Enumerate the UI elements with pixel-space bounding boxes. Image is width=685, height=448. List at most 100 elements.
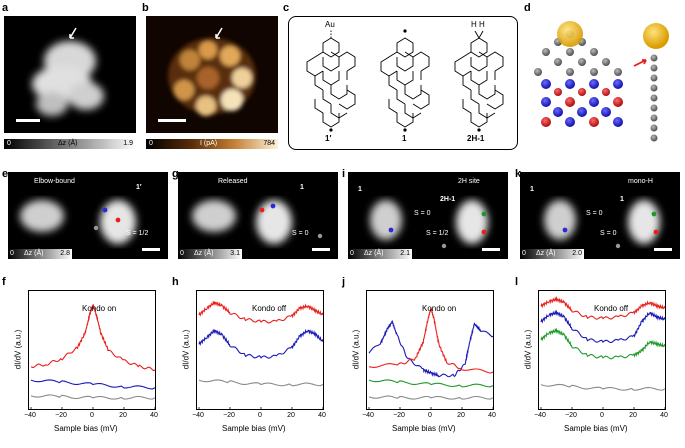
tag-k: mono-H <box>628 178 653 185</box>
colorbar-e: 0 Δz (Å) 2.8 <box>8 249 72 259</box>
spin-right-k: S = 0 <box>600 230 617 237</box>
xtick-label: −20 <box>565 412 577 419</box>
annotation-l: Kondo off <box>594 304 629 313</box>
series-line-blue <box>198 328 323 359</box>
molecule-structures-drawing <box>306 29 504 132</box>
colorbar-b-min: 0 <box>149 140 153 147</box>
stm-blob-a <box>16 27 104 122</box>
xlabel-l: Sample bias (mV) <box>564 424 628 433</box>
xtick-label: −40 <box>192 412 204 419</box>
stm-image-g: Released 1 S = 0 0 Δz (Å) 3.1 <box>178 172 338 259</box>
stm-blob-i <box>370 200 500 251</box>
stm-image-b <box>146 16 278 133</box>
panel-letter-g: g <box>172 168 179 180</box>
mol-left-i: 1 <box>358 186 362 193</box>
mol-e: 1′ <box>136 184 142 191</box>
colorbar-g: 0 Δz (Å) 3.1 <box>178 249 242 259</box>
colorbar-a-label: Δz (Å) <box>58 140 78 147</box>
stm-blob-e <box>20 200 160 251</box>
mol3-top-label: H H <box>471 20 485 29</box>
series-line-red <box>540 296 665 320</box>
colorbar-b-label: I (pA) <box>200 140 218 147</box>
colorbar-i-min: 0 <box>350 250 354 257</box>
panel-letter-c: c <box>283 2 290 14</box>
mol3-label: 2H-1 <box>467 134 485 143</box>
colorbar-k: 0 Δz (Å) 2.0 <box>520 249 584 259</box>
xtick-label: 0 <box>90 412 94 419</box>
colorbar-a: 0 Δz (Å) 1.9 <box>4 139 136 149</box>
spectrum-plot-l <box>538 290 666 410</box>
colorbar-g-min: 0 <box>180 250 184 257</box>
stm-image-e: Elbow-bound 1′ S = 1/2 0 Δz (Å) 2.8 <box>8 172 168 259</box>
panel-letter-h: h <box>172 276 179 288</box>
stm-image-k: 1 mono-H 1 S = 0 S = 0 0 Δz (Å) 2.0 <box>520 172 680 259</box>
colorbar-b-max: 784 <box>263 140 275 147</box>
colorbar-k-max: 2.0 <box>572 250 582 257</box>
series-line-gray <box>198 379 323 387</box>
colorbar-a-min: 0 <box>7 140 11 147</box>
xtick-label: 0 <box>428 412 432 419</box>
colorbar-i-label: Δz (Å) <box>364 250 384 257</box>
xtick-label: −20 <box>55 412 67 419</box>
xtick-label: −40 <box>534 412 546 419</box>
tag-i: 2H site <box>458 178 480 185</box>
colorbar-g-max: 3.1 <box>230 250 240 257</box>
mol2-label: 1 <box>402 134 407 143</box>
xtick-label: 40 <box>488 412 496 419</box>
dft-structure-drawing <box>534 21 669 142</box>
panel-letter-d: d <box>524 2 531 14</box>
series-line-red <box>198 300 323 324</box>
spin-left-k: S = 0 <box>586 210 603 217</box>
xtick-label: 40 <box>660 412 668 419</box>
xtick-label: 20 <box>287 412 295 419</box>
colorbar-e-min: 0 <box>10 250 14 257</box>
colorbar-g-label: Δz (Å) <box>194 250 214 257</box>
colorbar-e-max: 2.8 <box>60 250 70 257</box>
panel-letter-l: l <box>515 276 519 288</box>
mol-k: 1 <box>620 196 624 203</box>
mol-left-k: 1 <box>530 186 534 193</box>
tag-e: Elbow-bound <box>34 178 75 185</box>
xtick-label: −40 <box>24 412 36 419</box>
colorbar-e-label: Δz (Å) <box>24 250 44 257</box>
xtick-label: 40 <box>150 412 158 419</box>
spin-right-i: S = 1/2 <box>426 230 449 237</box>
series-line-green <box>540 327 665 360</box>
panel-letter-b: b <box>142 2 149 14</box>
spin-g: S = 0 <box>292 230 309 237</box>
ylabel-l: dI/dV (a.u.) <box>523 329 533 370</box>
xtick-label: −40 <box>362 412 374 419</box>
molecule-structures-box: Au H H 1′ 1 2H-1 <box>288 16 518 150</box>
xtick-label: 0 <box>600 412 604 419</box>
xlabel-j: Sample bias (mV) <box>392 424 456 433</box>
spin-e: S = 1/2 <box>126 230 149 237</box>
stm-blob-g <box>192 200 330 251</box>
tag-g: Released <box>218 178 248 185</box>
xtick-label: 20 <box>457 412 465 419</box>
annotation-f: Kondo on <box>82 304 117 313</box>
colorbar-i: 0 Δz (Å) 2.1 <box>348 249 412 259</box>
xtick-label: 20 <box>629 412 637 419</box>
spin-left-i: S = 0 <box>414 210 431 217</box>
ylabel-j: dI/dV (a.u.) <box>351 329 361 370</box>
stm-blob-k <box>544 200 672 251</box>
series-line-green <box>368 379 493 388</box>
panel-letter-j: j <box>342 276 346 288</box>
stm-image-i: 1 2H site 2H-1 S = 0 S = 1/2 0 Δz (Å) 2.… <box>348 172 508 259</box>
stm-current-b <box>158 27 256 122</box>
series-line-blue <box>368 320 493 378</box>
colorbar-a-max: 1.9 <box>123 140 133 147</box>
xtick-label: −20 <box>223 412 235 419</box>
panel-letter-e: e <box>2 168 9 180</box>
ylabel-f: dI/dV (a.u.) <box>13 329 23 370</box>
xtick-label: 20 <box>119 412 127 419</box>
series-line-gray <box>540 383 665 391</box>
colorbar-k-min: 0 <box>522 250 526 257</box>
xtick-label: 0 <box>258 412 262 419</box>
spectrum-plot-h <box>196 290 324 410</box>
ylabel-h: dI/dV (a.u.) <box>181 329 191 370</box>
xlabel-f: Sample bias (mV) <box>54 424 118 433</box>
xtick-label: 40 <box>318 412 326 419</box>
series-line-gray <box>30 394 155 400</box>
series-line-blue <box>540 309 665 344</box>
